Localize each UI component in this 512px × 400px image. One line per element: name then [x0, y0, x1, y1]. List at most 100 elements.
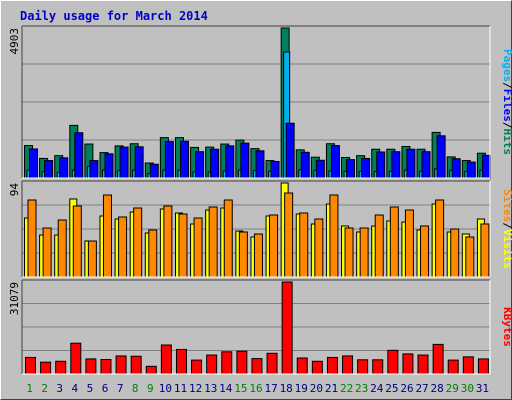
bar-pages-day-11 [179, 140, 189, 179]
bar-pages-day-21 [330, 145, 340, 179]
bar-pages-day-1 [29, 148, 38, 179]
bar-pages-day-27 [421, 151, 431, 179]
bar-kbytes-day-4 [70, 342, 82, 375]
x-tick-label-day-18: 18 [280, 382, 293, 395]
bar-kbytes-day-25 [387, 349, 399, 375]
bar-sites-day-10 [163, 205, 173, 278]
x-tick-label-day-28: 28 [431, 382, 444, 395]
bar-kbytes-day-24 [372, 359, 384, 375]
bar-kbytes-day-16 [251, 358, 263, 375]
bar-sites-day-4 [72, 205, 82, 278]
bar-pages-day-29 [451, 158, 461, 179]
bar-pages-day-20 [315, 159, 325, 179]
bar-pages-day-12 [195, 151, 205, 179]
bar-kbytes-day-18 [281, 281, 293, 375]
bar-kbytes-day-17 [266, 352, 278, 375]
bar-kbytes-day-2 [40, 361, 52, 375]
bar-pages-day-8 [134, 146, 144, 179]
legend-entry-visits: Visits [501, 229, 512, 269]
bar-sites-day-8 [133, 207, 143, 278]
bar-sites-day-3 [57, 219, 67, 278]
bar-pages-day-16 [255, 150, 265, 179]
bar-pages-day-4 [74, 132, 84, 179]
x-tick-label-day-21: 21 [325, 382, 338, 395]
bar-sites-day-19 [299, 212, 309, 278]
panel-visitors: 94 Sites/Visits [8, 180, 512, 278]
x-tick-label-day-19: 19 [295, 382, 308, 395]
x-tick-label-day-7: 7 [117, 382, 124, 395]
legend-separator: / [501, 122, 512, 129]
bar-kbytes-day-3 [55, 360, 67, 375]
bar-pages-day-14 [225, 145, 235, 179]
legend-entry-hits: Hits [501, 129, 512, 156]
x-tick-label-day-9: 9 [147, 382, 154, 395]
bar-kbytes-day-22 [342, 355, 354, 375]
x-tick-label-day-8: 8 [132, 382, 139, 395]
bar-sites-day-14 [223, 199, 233, 278]
x-tick-label-day-12: 12 [189, 382, 202, 395]
y-max-label: 94 [8, 183, 21, 197]
bar-pages-day-26 [406, 148, 416, 179]
bar-kbytes-day-26 [402, 353, 414, 375]
bar-pages-day-5 [89, 160, 99, 179]
bar-sites-day-16 [253, 233, 263, 278]
x-tick-label-day-14: 14 [219, 382, 233, 395]
bar-kbytes-day-11 [175, 348, 187, 375]
x-tick-label-day-27: 27 [415, 382, 428, 395]
bar-sites-day-21 [329, 194, 339, 278]
bar-sites-day-13 [208, 206, 218, 278]
legend-separator: / [501, 82, 512, 89]
bar-kbytes-day-12 [191, 359, 203, 375]
bar-sites-day-27 [420, 225, 430, 278]
legend-entry-sites: Sites [501, 189, 512, 222]
bar-sites-day-1 [27, 199, 37, 278]
bar-kbytes-day-13 [206, 354, 218, 375]
x-tick-label-day-16: 16 [249, 382, 262, 395]
bar-kbytes-day-29 [447, 359, 459, 375]
bar-sites-day-31 [480, 223, 490, 278]
x-tick-label-day-29: 29 [446, 382, 459, 395]
bar-pages-day-30 [466, 161, 476, 179]
x-tick-label-day-26: 26 [400, 382, 413, 395]
bar-sites-day-23 [359, 227, 369, 278]
x-tick-label-day-10: 10 [159, 382, 172, 395]
legend-separator: / [501, 222, 512, 229]
legend-traffic: Pages/Files/Hits [501, 49, 512, 155]
bar-sites-day-9 [148, 229, 158, 278]
bar-pages-day-3 [59, 157, 69, 179]
bar-kbytes-day-20 [311, 360, 323, 375]
bar-sites-day-18 [284, 192, 294, 278]
x-tick-label-day-11: 11 [174, 382, 187, 395]
x-tick-label-day-20: 20 [310, 382, 323, 395]
y-max-label: 4903 [8, 28, 21, 55]
x-tick-label-day-23: 23 [355, 382, 368, 395]
bar-pages-day-22 [346, 159, 356, 179]
bar-sites-day-20 [314, 218, 324, 278]
bar-pages-day-2 [44, 160, 54, 179]
x-tick-label-day-6: 6 [102, 382, 109, 395]
bar-kbytes-day-9 [145, 365, 157, 375]
bar-pages-day-6 [104, 153, 114, 179]
bar-pages-day-18 [285, 122, 295, 179]
chart-title: Daily usage for March 2014 [20, 9, 208, 23]
bar-sites-day-7 [118, 216, 128, 278]
bar-sites-day-22 [344, 227, 354, 278]
x-tick-label-day-25: 25 [385, 382, 398, 395]
bar-sites-day-5 [87, 240, 97, 278]
bar-kbytes-day-15 [236, 350, 248, 375]
bar-kbytes-day-27 [417, 354, 429, 375]
legend-entry-files: Files [501, 89, 512, 122]
x-tick-label-day-22: 22 [340, 382, 353, 395]
legend-entry-pages: Pages [501, 49, 512, 82]
x-tick-label-day-15: 15 [234, 382, 247, 395]
x-axis-labels: 1 2 3 4 5 6 7 8 9 10 11 12 13 14 15 16 17 18 19 20 21 22 23 24 2… [26, 382, 489, 395]
bar-pages-day-23 [361, 157, 371, 179]
bar-kbytes-day-23 [357, 359, 369, 375]
x-tick-label-day-17: 17 [264, 382, 277, 395]
bar-kbytes-day-7 [115, 355, 127, 375]
x-tick-label-day-13: 13 [204, 382, 217, 395]
bar-kbytes-day-21 [326, 356, 338, 375]
x-tick-label-day-1: 1 [26, 382, 33, 395]
